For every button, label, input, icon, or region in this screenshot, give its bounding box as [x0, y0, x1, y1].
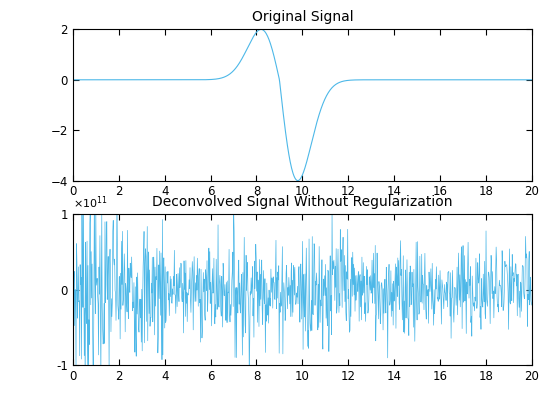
Text: $\times 10^{11}$: $\times 10^{11}$	[73, 194, 108, 211]
Title: Original Signal: Original Signal	[251, 10, 353, 24]
Title: Deconvolved Signal Without Regularization: Deconvolved Signal Without Regularizatio…	[152, 195, 452, 209]
